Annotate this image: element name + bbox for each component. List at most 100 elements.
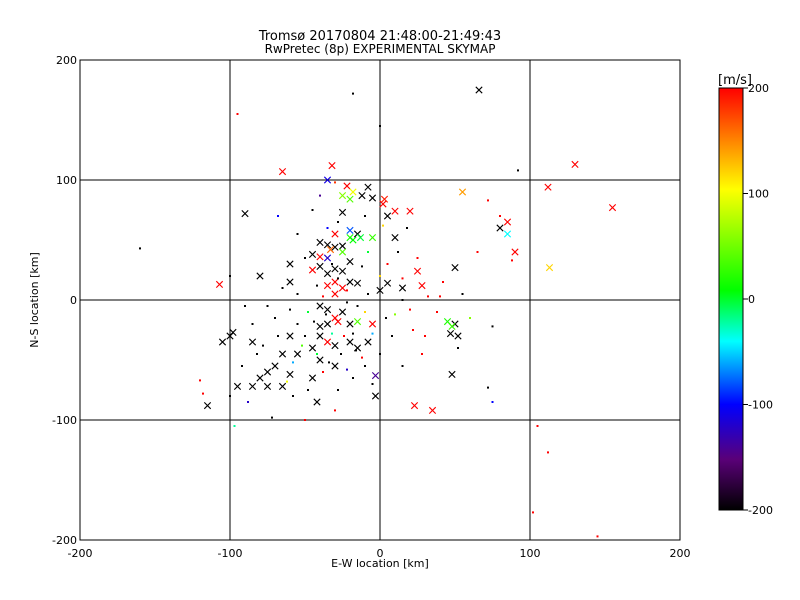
data-point-cross: [358, 192, 366, 200]
data-point-cross: [215, 280, 224, 288]
data-point-cross: [379, 200, 387, 208]
colorbar-ticks: 200 100 0 -100 -200: [743, 82, 773, 517]
data-point-dot: [487, 199, 489, 202]
data-point-dot: [334, 409, 336, 412]
data-point-dot: [352, 92, 354, 95]
data-point-cross: [346, 258, 354, 266]
data-point-dot: [391, 335, 393, 337]
data-point-dot: [424, 335, 426, 337]
data-point-dot: [356, 305, 359, 307]
data-point-dot: [289, 308, 291, 311]
data-point-dot: [304, 335, 306, 337]
data-point-dot: [304, 257, 306, 259]
data-point-cross: [371, 372, 380, 380]
x-axis-label: E-W location [km]: [331, 557, 429, 570]
data-point-dot: [244, 305, 246, 307]
data-point-dot: [311, 209, 314, 211]
data-point-dot: [296, 233, 299, 235]
data-point-cross: [293, 350, 302, 358]
data-point-cross: [248, 338, 257, 346]
data-point-cross: [368, 194, 377, 202]
data-point-cross: [503, 218, 512, 226]
data-point-dot: [457, 347, 459, 349]
data-point-dot: [394, 313, 396, 316]
axis-ticks: -200 -100 0 100 200 -200 -100 0 100 200: [52, 54, 690, 560]
y-tick-label: -200: [52, 534, 77, 547]
data-point-dot: [379, 353, 381, 355]
plot-frame: [79, 59, 681, 541]
data-point-cross: [323, 282, 332, 290]
data-point-dot: [281, 287, 284, 289]
data-point-cross: [316, 253, 324, 261]
data-point-cross: [316, 322, 324, 330]
data-point-cross: [545, 264, 554, 272]
data-point-cross: [271, 362, 279, 370]
data-point-cross: [313, 398, 321, 406]
data-point-dot: [337, 221, 339, 223]
data-point-cross: [376, 286, 384, 294]
data-point-dot: [316, 284, 318, 287]
data-point-cross: [316, 302, 324, 310]
data-point-dot: [236, 113, 239, 115]
data-point-dot: [532, 511, 534, 514]
data-point-cross: [391, 207, 399, 215]
y-axis-label: N-S location [km]: [28, 252, 41, 348]
data-point-dot: [346, 301, 348, 304]
data-point-cross: [226, 332, 234, 340]
data-point-cross: [380, 195, 389, 203]
data-point-cross: [203, 402, 212, 410]
data-point-cross: [496, 224, 504, 232]
data-point-dot: [491, 401, 494, 403]
data-point-dot: [367, 251, 369, 253]
data-point-dot: [331, 263, 333, 265]
data-point-cross: [256, 374, 264, 382]
data-point-dot: [499, 215, 501, 217]
data-point-dot: [364, 215, 366, 217]
data-point-dot: [262, 344, 264, 347]
data-point-dot: [301, 344, 303, 347]
data-point-cross: [398, 284, 407, 292]
data-point-cross: [338, 208, 347, 216]
data-point-cross: [346, 226, 354, 234]
x-tick-label: -200: [68, 547, 93, 560]
data-point-dot: [536, 425, 539, 427]
data-point-cross: [323, 270, 332, 278]
data-point-cross: [371, 392, 380, 400]
data-point-dot: [361, 356, 363, 359]
data-point-cross: [383, 212, 392, 220]
data-point-dot: [256, 353, 258, 355]
data-point-dot: [397, 251, 399, 253]
data-point-dot: [355, 349, 357, 352]
data-point-dot: [316, 353, 318, 355]
data-point-dot: [517, 169, 519, 172]
data-point-dot: [251, 323, 254, 325]
data-point-dot: [401, 299, 404, 301]
data-point-cross: [391, 234, 399, 242]
data-point-cross: [364, 338, 372, 346]
x-tick-label: 200: [670, 547, 691, 560]
data-point-cross: [331, 243, 339, 251]
data-point-cross: [308, 266, 317, 274]
data-point-cross: [383, 279, 392, 287]
data-point-dot: [313, 320, 315, 323]
data-point-cross: [428, 406, 437, 414]
data-point-dot: [385, 317, 387, 319]
data-point-cross: [503, 230, 512, 238]
data-point-cross: [368, 320, 377, 328]
data-point-cross: [286, 370, 294, 378]
data-point-cross: [338, 308, 347, 316]
data-point-cross: [346, 320, 354, 328]
y-tick-label: 0: [70, 294, 77, 307]
data-point-cross: [286, 260, 294, 268]
data-point-dot: [361, 265, 363, 268]
data-point-cross: [323, 176, 332, 184]
data-point-dot: [322, 371, 324, 373]
data-point-dot: [476, 251, 479, 253]
data-point-dot: [266, 305, 269, 307]
data-point-dot: [292, 361, 294, 364]
data-point-dot: [442, 281, 444, 283]
data-point-dot: [292, 395, 294, 397]
data-point-cross: [323, 306, 332, 314]
data-point-dot: [319, 194, 321, 197]
data-point-cross: [218, 338, 227, 346]
